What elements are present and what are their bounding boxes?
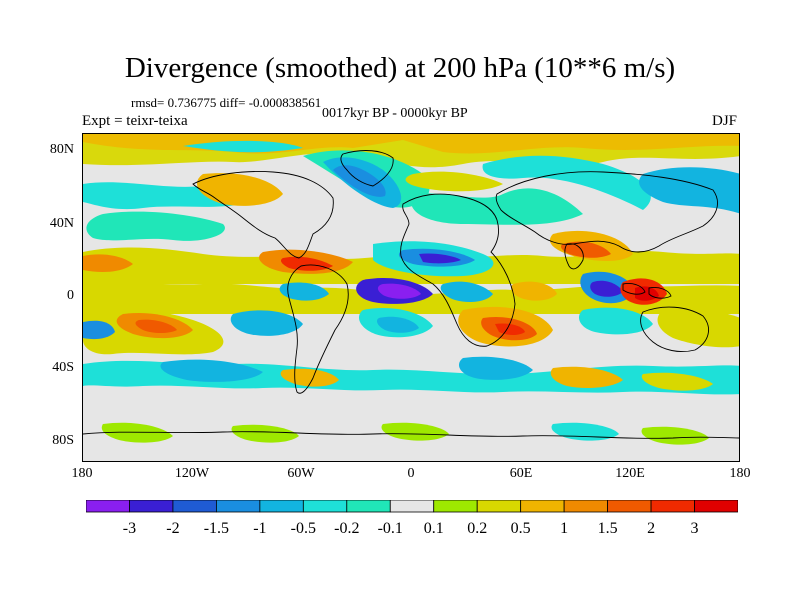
- colorbar-swatch: [650, 499, 695, 513]
- colorbar-label: 3: [690, 520, 699, 537]
- colorbar-swatch: [302, 499, 348, 513]
- lon-label-120e: 120E: [615, 466, 645, 481]
- divergence-map: [82, 133, 740, 462]
- colorbar-swatch: [607, 499, 652, 513]
- colorbar-label: -1: [253, 520, 267, 537]
- colorbar-label: -0.5: [290, 520, 316, 537]
- chart-title: Divergence (smoothed) at 200 hPa (10**6 …: [124, 52, 676, 84]
- colorbar-swatch: [129, 499, 174, 513]
- colorbar-label: -3: [122, 520, 137, 537]
- season-label: DJF: [712, 113, 738, 129]
- colorbar-swatch: [476, 499, 522, 513]
- lon-label-60w: 60W: [287, 466, 315, 481]
- lat-label-40n: 40N: [49, 216, 74, 231]
- colorbar-swatch: [433, 499, 478, 513]
- period-subtitle: 0017kyr BP - 0000kyr BP: [322, 106, 468, 121]
- colorbar-label: 1: [560, 520, 569, 537]
- lat-label-80s: 80S: [52, 433, 74, 448]
- lon-label-0: 0: [407, 466, 415, 481]
- colorbar-swatch: [215, 499, 261, 513]
- colorbar-swatch: [694, 499, 739, 513]
- colorbar: [85, 499, 739, 519]
- colorbar-swatch: [259, 499, 304, 513]
- colorbar-label: 2: [647, 520, 656, 537]
- lat-label-80n: 80N: [49, 142, 74, 157]
- colorbar-label: 1.5: [597, 520, 618, 537]
- lat-label-eq: 0: [67, 288, 74, 303]
- colorbar-swatches: [85, 499, 739, 513]
- colorbar-label: 0.2: [467, 520, 488, 537]
- colorbar-swatch: [389, 499, 435, 513]
- lon-label-60e: 60E: [509, 466, 533, 481]
- colorbar-label: 0.5: [510, 520, 531, 537]
- map-canvas: [83, 134, 739, 461]
- colorbar-swatch: [85, 499, 130, 513]
- divergence-field: [83, 134, 739, 461]
- experiment-label: Expt = teixr-teixa: [82, 113, 188, 129]
- lat-label-40s: 40S: [52, 360, 74, 375]
- colorbar-swatch: [172, 499, 217, 513]
- lon-label-180w: 180: [71, 466, 93, 481]
- lon-label-180e: 180: [729, 466, 751, 481]
- colorbar-swatch: [346, 499, 391, 513]
- colorbar-label: 0.1: [423, 520, 444, 537]
- coastlines: [83, 150, 739, 439]
- colorbar-label: -0.1: [377, 520, 403, 537]
- colorbar-label: -0.2: [334, 520, 360, 537]
- colorbar-label: -2: [166, 520, 180, 537]
- stats-subtitle: rmsd= 0.736775 diff= -0.000838561: [131, 95, 322, 110]
- lon-label-120w: 120W: [174, 466, 210, 481]
- colorbar-swatch: [520, 499, 565, 513]
- colorbar-swatch: [563, 499, 609, 513]
- colorbar-label: -1.5: [203, 520, 230, 537]
